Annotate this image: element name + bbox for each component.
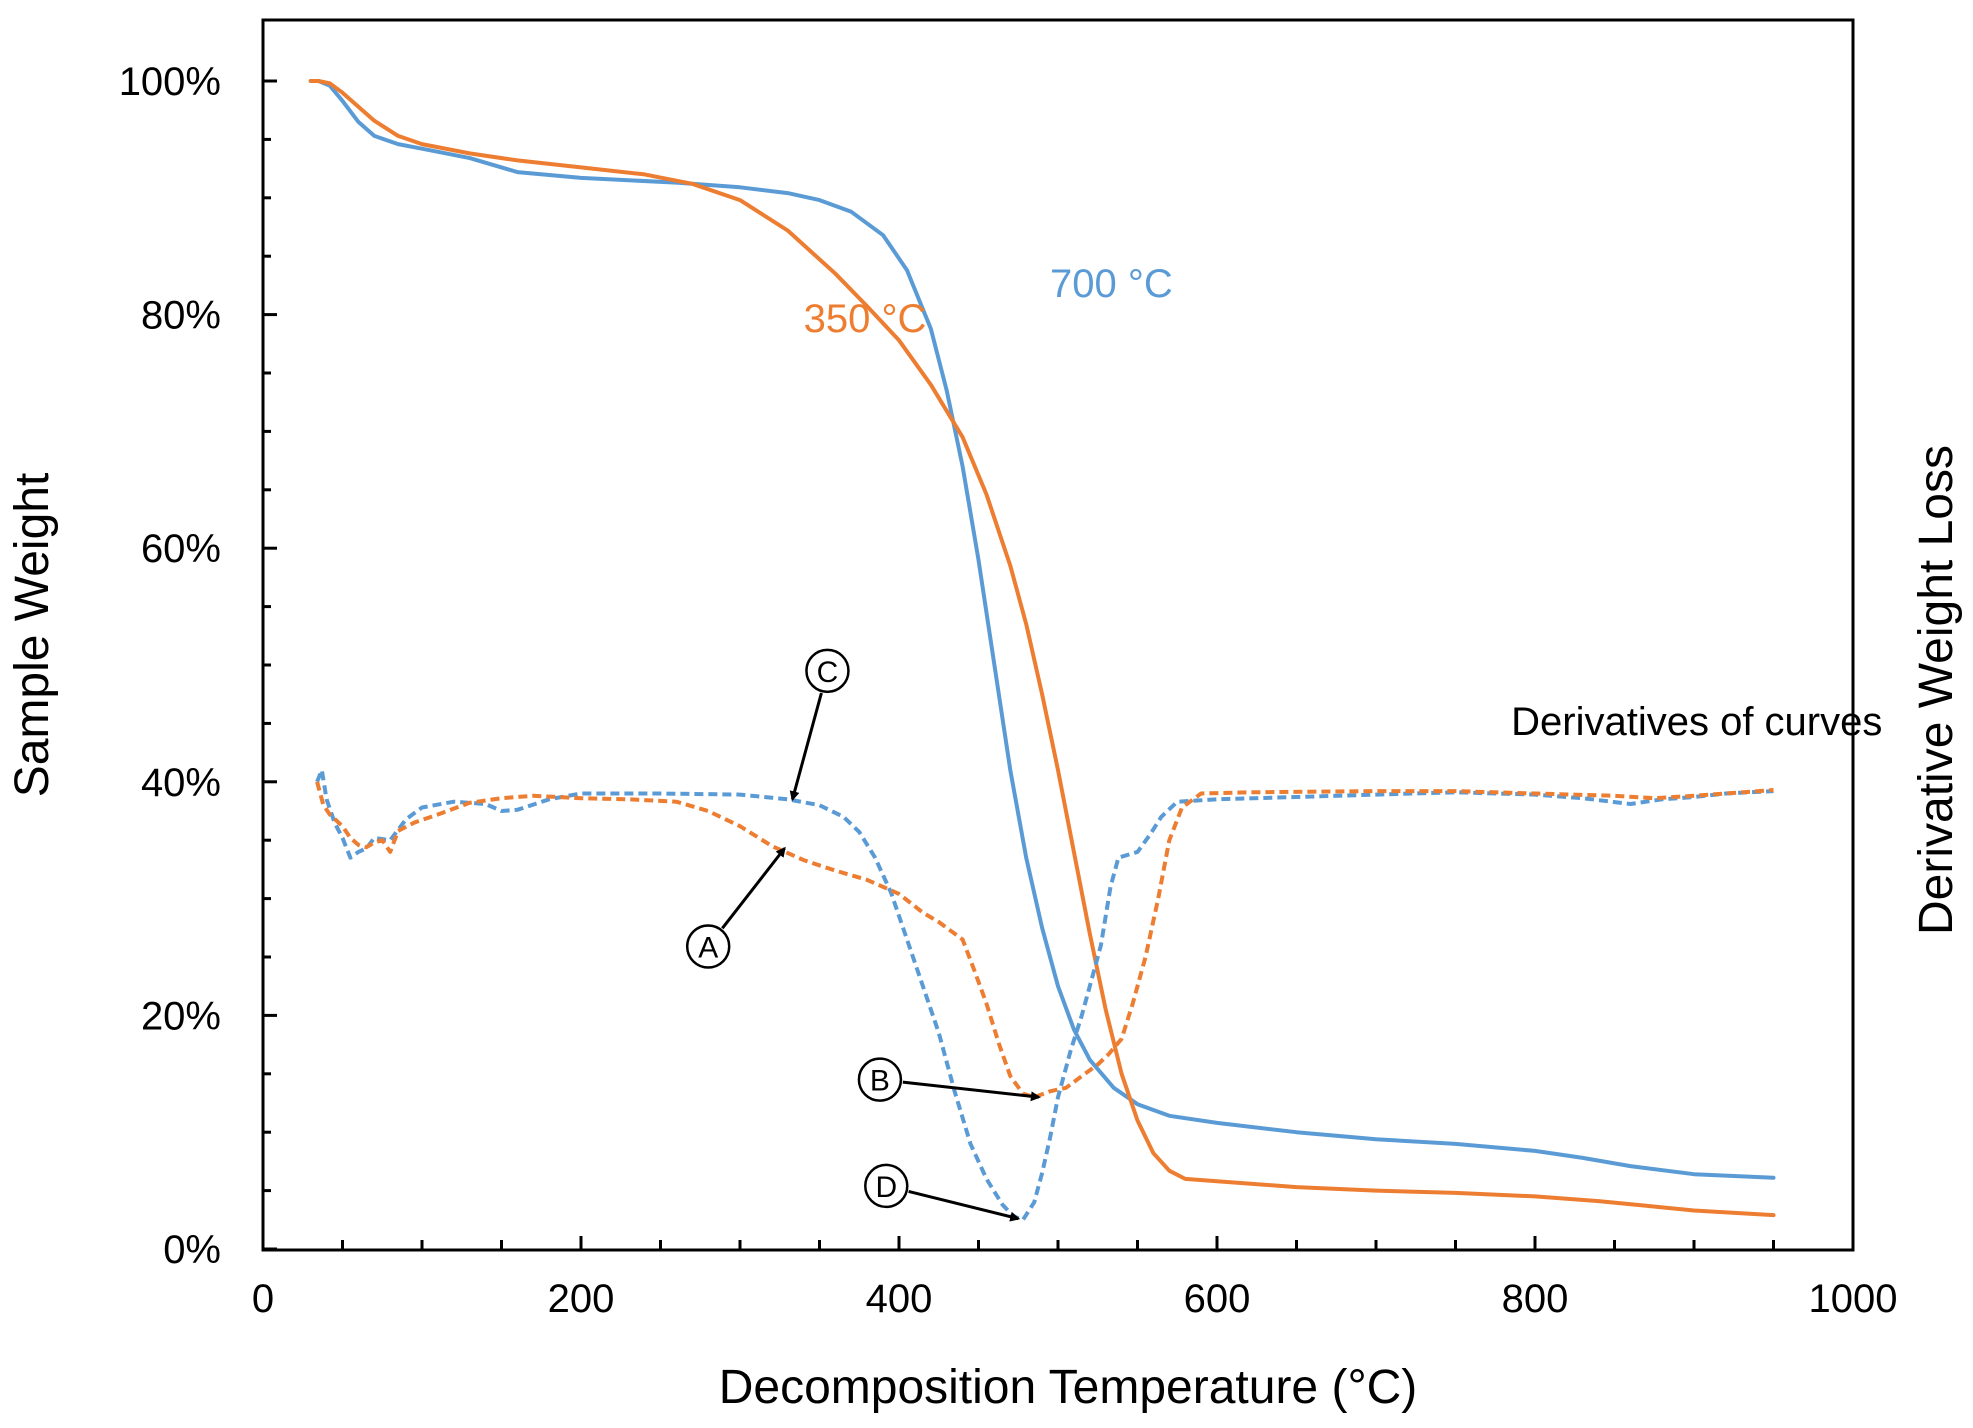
y-tick-label: 100% xyxy=(119,60,221,104)
y2-axis-title: Derivative Weight Loss xyxy=(1910,445,1963,935)
x-tick-label: 200 xyxy=(548,1277,615,1321)
marker-circle-b xyxy=(857,1057,903,1102)
y-tick-label: 0% xyxy=(163,1228,221,1272)
marker-circle-a xyxy=(685,924,731,969)
y-tick-label: 60% xyxy=(141,527,221,571)
y-axis-title: Sample Weight xyxy=(6,473,59,798)
x-axis-title: Decomposition Temperature (°C) xyxy=(719,1361,1418,1414)
annotation-label: 700 °C xyxy=(1050,262,1173,306)
marker-circle-d xyxy=(864,1163,909,1209)
annotation-label: 350 °C xyxy=(804,297,927,341)
weight-curve-700c xyxy=(308,79,1776,1180)
marker-arrow-a xyxy=(721,846,786,930)
marker-letter-a: A xyxy=(698,931,718,964)
x-tick-label: 0 xyxy=(252,1277,274,1321)
y-tick-label: 80% xyxy=(141,294,221,338)
x-tick-label: 600 xyxy=(1184,1277,1251,1321)
derivative-curve-350c xyxy=(315,781,1774,1100)
marker-letter-b: B xyxy=(870,1065,890,1098)
x-tick-label: 800 xyxy=(1502,1277,1569,1321)
annotation-label: Derivatives of curves xyxy=(1511,700,1882,744)
marker-arrow-b xyxy=(902,1080,1041,1102)
y-tick-label: 40% xyxy=(141,761,221,805)
y-tick-label: 20% xyxy=(141,994,221,1038)
marker-letter-c: C xyxy=(817,656,839,689)
marker-circle-c xyxy=(805,648,850,694)
marker-letter-d: D xyxy=(875,1171,897,1204)
plot-frame xyxy=(261,18,1855,1252)
x-tick-label: 400 xyxy=(866,1277,933,1321)
marker-arrow-c xyxy=(789,692,823,802)
x-tick-label: 1000 xyxy=(1809,1277,1898,1321)
marker-arrow-d xyxy=(908,1190,1021,1222)
weight-curve-350c xyxy=(308,79,1776,1218)
derivative-curve-700c xyxy=(315,768,1774,1222)
